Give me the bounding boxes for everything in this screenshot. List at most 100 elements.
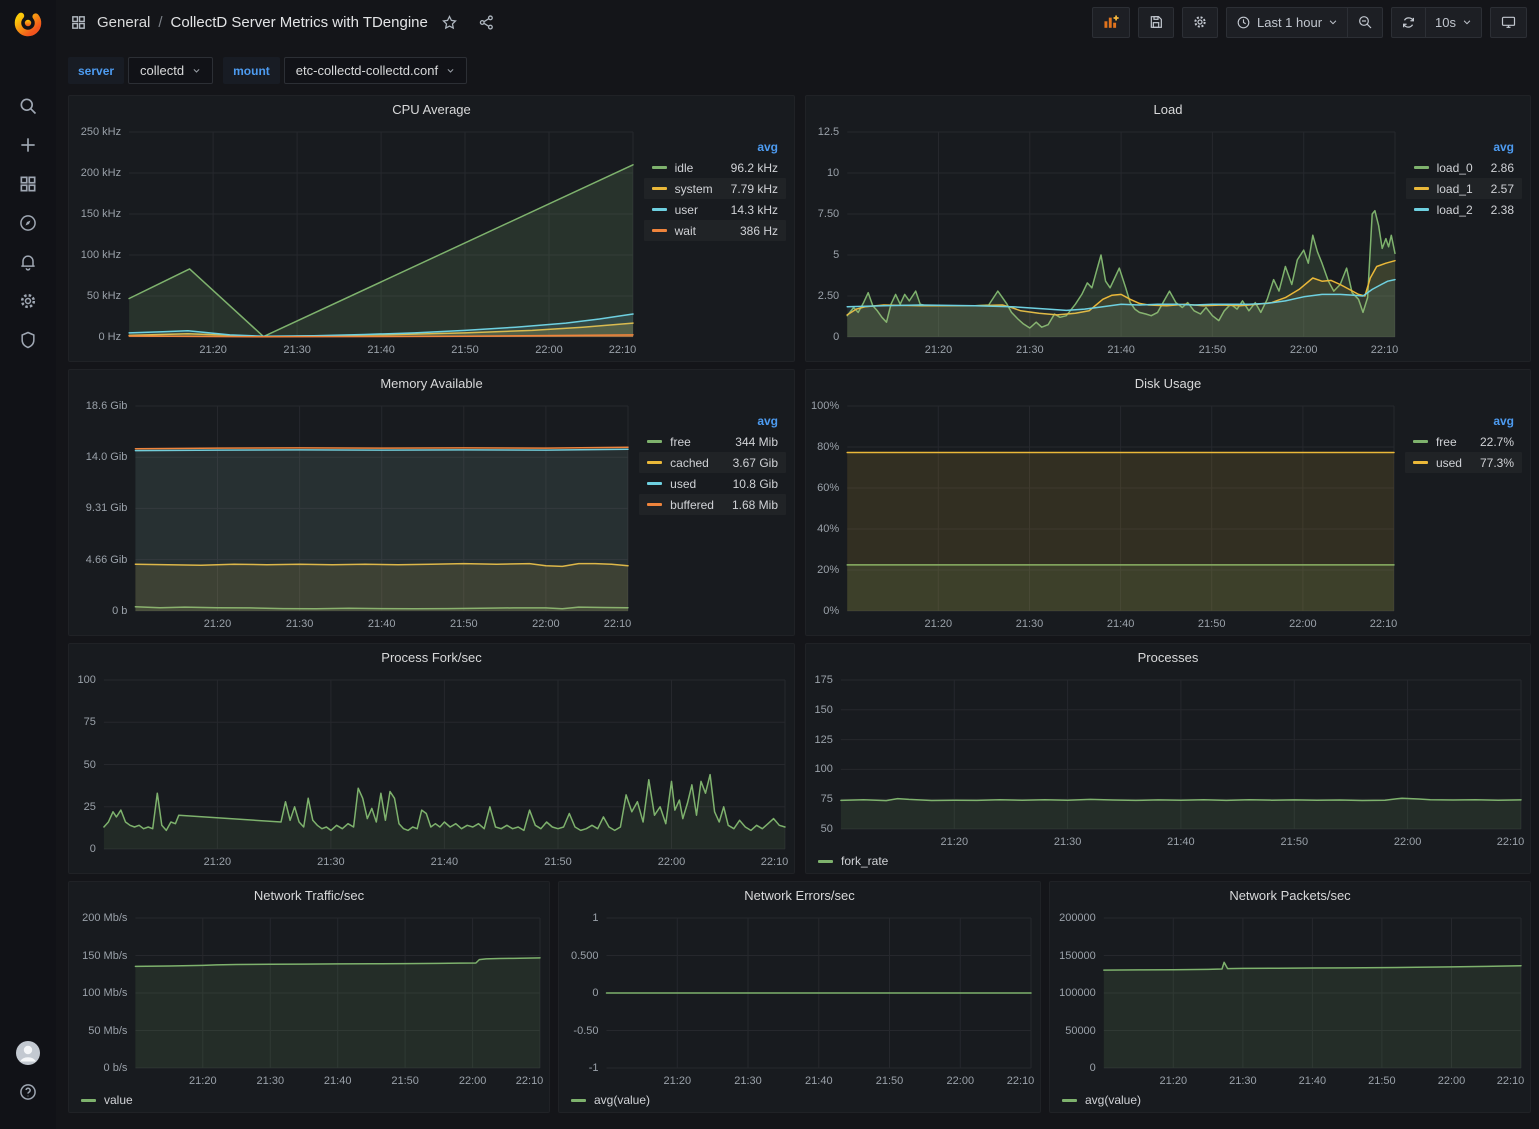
chart-svg[interactable]	[69, 670, 794, 873]
chart-canvas[interactable]: 12.5 10 7.50 5 2.50 0 21:20 21:30 21:40 21:50 22:0…	[806, 122, 1404, 361]
refresh-interval-picker[interactable]: 10s	[1425, 6, 1482, 38]
sidebar-item-alerting[interactable]	[0, 242, 56, 281]
panel-header[interactable]: Processes	[806, 644, 1530, 670]
panel-header[interactable]: Network Errors/sec	[559, 882, 1040, 908]
panel-processes: Processes 175 150 125 100 75 50 21:20 21:30 21:40…	[805, 643, 1531, 874]
sidebar-item-search[interactable]	[0, 86, 56, 125]
series-name[interactable]: fork_rate	[841, 854, 889, 868]
variable-value-mount[interactable]: etc-collectd-collectd.conf	[283, 57, 468, 84]
panel-title: Disk Usage	[1134, 375, 1202, 391]
x-axis-tick-label: 21:30	[1015, 618, 1044, 630]
chart-canvas[interactable]: 100 75 50 25 0 21:20 21:30 21:40 21:50 22:00 22:10	[69, 670, 794, 873]
chart-canvas[interactable]: 18.6 Gib 14.0 Gib 9.31 Gib 4.66 Gib 0 b 21:20…	[69, 396, 637, 635]
panel-process-fork-sec: Process Fork/sec 100 75 50 25 0 21:20 21:30 21:4…	[68, 643, 795, 874]
legend-item-load-0[interactable]: load_0 2.86	[1406, 157, 1522, 178]
x-axis-tick-label: 21:20	[924, 618, 953, 630]
dashboard-crumb-icon	[72, 15, 85, 29]
sidebar-item-help[interactable]	[0, 1072, 56, 1111]
zoom-out-time-button[interactable]	[1347, 6, 1384, 38]
breadcrumb-folder[interactable]: General	[97, 13, 151, 31]
add-panel-button[interactable]	[1091, 6, 1130, 38]
series-name[interactable]: value	[104, 1093, 133, 1107]
chart-svg[interactable]	[1050, 908, 1530, 1092]
panel-title: Load	[1153, 101, 1183, 117]
y-axis-tick-label: 0 b/s	[103, 1062, 128, 1074]
legend-item-cached[interactable]: cached 3.67 Gib	[639, 452, 786, 473]
refresh-icon	[1403, 16, 1415, 28]
chart-svg[interactable]	[806, 122, 1404, 361]
panel-title: Network Packets/sec	[1229, 887, 1351, 903]
panel-header[interactable]: Process Fork/sec	[69, 644, 794, 670]
chart-svg[interactable]	[69, 396, 637, 635]
series-color-dash	[1412, 461, 1428, 464]
y-axis-tick-label: 75	[820, 793, 833, 806]
chart-svg[interactable]	[69, 122, 642, 361]
x-axis-tick-label: 21:30	[1229, 1075, 1257, 1087]
legend-item-wait[interactable]: wait 386 Hz	[644, 220, 786, 241]
legend-item-used[interactable]: used 10.8 Gib	[639, 473, 786, 494]
y-axis-tick-label: 0	[592, 987, 599, 999]
page-title[interactable]: CollectD Server Metrics with TDengine	[170, 13, 428, 31]
chart-canvas[interactable]: 200 Mb/s 150 Mb/s 100 Mb/s 50 Mb/s 0 b/s 21:2…	[69, 908, 549, 1092]
panel-header[interactable]: CPU Average	[69, 96, 794, 122]
panel-header[interactable]: Disk Usage	[806, 370, 1530, 396]
chevron-down-icon	[447, 69, 454, 73]
sidebar-item-create[interactable]	[0, 125, 56, 164]
legend-avg-header[interactable]: avg	[1493, 140, 1514, 154]
legend-item-load-1[interactable]: load_1 2.57	[1406, 178, 1522, 199]
legend-item-load-2[interactable]: load_2 2.38	[1406, 199, 1522, 220]
chart-svg[interactable]	[69, 908, 549, 1092]
x-axis-tick-label: 21:20	[940, 836, 969, 848]
x-axis-tick-label: 22:10	[1370, 344, 1399, 356]
variable-value-server[interactable]: collectd	[128, 57, 214, 84]
chart-svg[interactable]	[559, 908, 1040, 1092]
sidebar-item-dashboards[interactable]	[0, 164, 56, 203]
time-range-picker[interactable]: Last 1 hour	[1225, 6, 1348, 38]
series-avg-value: 14.3 kHz	[730, 202, 778, 217]
panel-header[interactable]: Network Traffic/sec	[69, 882, 549, 908]
sidebar-item-profile[interactable]	[0, 1033, 56, 1072]
sidebar-item-server-admin[interactable]	[0, 320, 56, 359]
legend-avg-header[interactable]: avg	[757, 140, 778, 154]
chart-canvas[interactable]: 250 kHz 200 kHz 150 kHz 100 kHz 50 kHz 0 Hz 21…	[69, 122, 642, 361]
x-axis-tick-label: 21:40	[367, 344, 395, 356]
series-name: buffered	[670, 497, 714, 512]
legend-item-used[interactable]: used 77.3%	[1405, 452, 1522, 473]
sidebar-item-configuration[interactable]	[0, 281, 56, 320]
legend-avg-header[interactable]: avg	[1493, 414, 1514, 428]
legend-item-system[interactable]: system 7.79 kHz	[644, 178, 786, 199]
sidebar-item-explore[interactable]	[0, 203, 56, 242]
refresh-dashboard-button[interactable]	[1391, 6, 1426, 38]
legend-item-user[interactable]: user 14.3 kHz	[644, 199, 786, 220]
star-dashboard-button[interactable]	[434, 10, 465, 35]
y-axis-tick-label: 50000	[1065, 1024, 1096, 1037]
series-name[interactable]: avg(value)	[1085, 1093, 1142, 1107]
chart-canvas[interactable]: 175 150 125 100 75 50 21:20 21:30 21:40 21:50 22:0…	[806, 670, 1530, 853]
share-dashboard-button[interactable]	[471, 10, 502, 35]
chart-svg[interactable]	[806, 396, 1403, 635]
chart-svg[interactable]	[806, 670, 1530, 853]
y-axis-tick-label: 100 Mb/s	[82, 987, 128, 999]
cycle-view-mode-button[interactable]	[1490, 6, 1527, 38]
save-dashboard-button[interactable]	[1137, 6, 1174, 38]
legend-avg-header[interactable]: avg	[757, 414, 778, 428]
x-axis-tick-label: 21:20	[203, 618, 232, 630]
legend-item-buffered[interactable]: buffered 1.68 Mib	[639, 494, 786, 515]
series-name: load_0	[1436, 160, 1473, 175]
x-axis-tick-label: 22:10	[608, 344, 637, 356]
chart-canvas[interactable]: 100% 80% 60% 40% 20% 0% 21:20 21:30 21:40 21:50 22…	[806, 396, 1403, 635]
panel-header[interactable]: Load	[806, 96, 1530, 122]
dashboard-settings-button[interactable]	[1181, 6, 1218, 38]
legend-item-free[interactable]: free 344 Mib	[639, 431, 786, 452]
grafana-logo[interactable]	[0, 0, 56, 46]
series-avg-value: 1.68 Mib	[731, 497, 778, 512]
panel-header[interactable]: Network Packets/sec	[1050, 882, 1530, 908]
series-name[interactable]: avg(value)	[594, 1093, 651, 1107]
legend-item-free[interactable]: free 22.7%	[1405, 431, 1522, 452]
chart-canvas[interactable]: 1 0.500 0 -0.50 -1 21:20 21:30 21:40 21:50 22:00 2…	[559, 908, 1040, 1092]
chart-canvas[interactable]: 200000 150000 100000 50000 0 21:20 21:30 21:40 2…	[1050, 908, 1530, 1092]
x-axis-tick-label: 21:50	[1280, 836, 1309, 848]
panel-header[interactable]: Memory Available	[69, 370, 794, 396]
y-axis-tick-label: 200 Mb/s	[82, 912, 128, 924]
legend-item-idle[interactable]: idle 96.2 kHz	[644, 157, 786, 178]
